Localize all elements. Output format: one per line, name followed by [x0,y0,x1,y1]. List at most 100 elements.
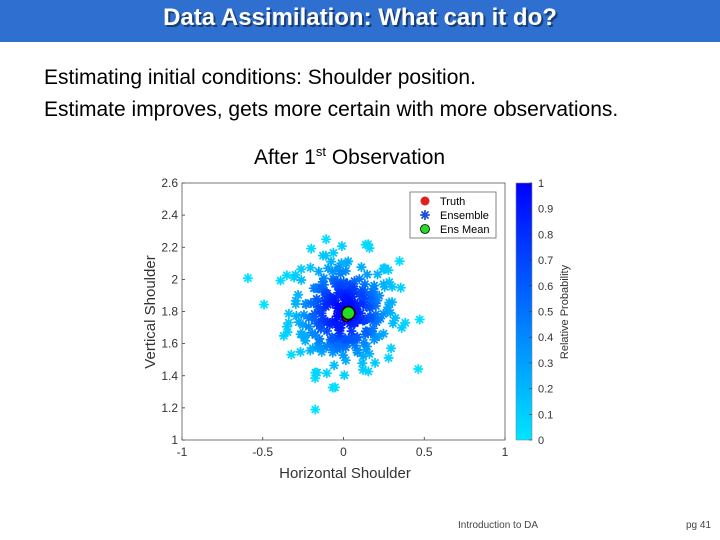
ensemble-point [258,299,270,310]
ensemble-point [335,268,346,280]
colorbar-tick-label: 0.5 [538,307,553,319]
ensemble-point [275,275,286,286]
slide-title: Data Assimilation: What can it do? [163,4,557,31]
y-tick-label: 1.4 [161,369,178,383]
legend-truth-marker [420,196,430,206]
y-tick-label: 1 [171,433,178,447]
legend-ensemble-marker [419,209,431,221]
ensemble-point [336,241,348,252]
y-axis-label: Vertical Shoulder [142,255,159,368]
legend-label: Ensemble [440,210,489,222]
ensemble-point [320,250,331,261]
bullet-line-1: Estimating initial conditions: Shoulder … [44,66,476,89]
colorbar-tick-label: 0.2 [538,384,553,396]
colorbar-tick-label: 0.3 [538,358,553,370]
ensemble-point [288,272,300,283]
ensemble-point [313,266,324,277]
ensemble-point [356,262,367,273]
ensemble-point [326,332,338,343]
colorbar-tick-label: 0.8 [538,229,553,241]
ensemble-point [387,318,399,329]
y-tick-label: 1.6 [161,337,178,351]
ensemble-point [340,333,351,344]
ensemble-point [346,326,357,337]
page-number: pg 41 [686,520,712,531]
ensemble-point [295,346,306,358]
ensemble-point [338,350,349,361]
x-axis-label: Horizontal Shoulder [279,465,411,482]
y-tick-label: 2.4 [161,208,178,222]
ensemble-point [286,349,297,360]
ensemble-point [306,243,317,254]
ensemble-point [298,309,310,320]
ensemble-point [396,322,407,333]
ensemble-point [296,274,307,286]
plot-title-post: Observation [326,146,446,169]
ensemble-point [341,258,352,269]
ensemble-point [314,333,325,344]
plot-frame [181,182,506,441]
ensemble-point [328,247,339,258]
ensemble-point [321,234,332,245]
ensemble-point [290,298,301,310]
y-tick-label: 2 [171,272,178,286]
colorbar-tick-label: 0 [538,435,544,447]
ens-mean-point [341,305,356,321]
legend-label: Truth [440,196,465,208]
ensemble-point [358,337,369,348]
y-tick-label: 1.2 [161,401,178,415]
colorbar-tick-label: 0.9 [538,204,553,216]
ensemble-point [362,269,373,280]
ensemble-point [383,352,394,364]
ensemble-point [349,340,361,351]
ensemble-point [281,270,292,281]
ensemble-point [298,330,310,341]
colorbar-tick-label: 0.4 [538,332,553,344]
x-tick-label: 0 [340,445,347,459]
plot-title-sup: st [315,144,326,159]
colorbar-tick-label: 0.7 [538,255,553,267]
ensemble-point [394,256,405,267]
ensemble-point [360,326,371,337]
ensemble-point [400,317,411,328]
ensemble-point [283,317,294,328]
ensemble-point [327,266,338,277]
ensemble-point [364,243,375,254]
ensemble-point [321,368,332,379]
ensemble-point [283,308,294,319]
x-tick-label: 0.5 [416,445,433,459]
colorbar-tick-label: 1 [538,178,544,190]
ensemble-point [329,382,341,393]
y-tick-label: 2.2 [161,240,178,254]
points-layer [242,234,425,415]
ensemble-point [310,404,321,415]
ensemble-point [242,273,254,284]
title-bar [0,0,720,42]
ensemble-point [372,269,383,280]
ensemble-point [369,357,381,368]
x-tick-label: 1 [502,445,509,459]
ensemble-point [328,360,340,371]
colorbar-tick-label: 0.1 [538,409,553,421]
plot-title-pre: After 1 [254,146,316,169]
legend-ens-mean-marker [420,224,430,234]
colorbar-tick-label: 0.6 [538,281,553,293]
ensemble-point [293,289,304,300]
footer-center: Introduction to DA [458,520,539,531]
ensemble-point [339,370,350,381]
x-tick-label: -0.5 [252,445,273,459]
legend: Truth Ensemble Ens Mean [409,191,497,239]
plot-title: After 1st Observation [254,144,445,170]
x-tick-label: -1 [177,445,188,459]
ensemble-point [378,264,389,275]
ensemble-point [414,314,425,325]
ensemble-point [385,343,397,354]
ensemble-point [384,277,395,288]
bullet-line-2: Estimate improves, gets more certain wit… [44,98,619,121]
ensemble-point [296,264,307,275]
y-tick-label: 2.6 [161,176,178,190]
ensemble-point [379,281,390,292]
legend-label: Ens Mean [440,224,490,236]
colorbar-label: Relative Probability [559,264,571,359]
